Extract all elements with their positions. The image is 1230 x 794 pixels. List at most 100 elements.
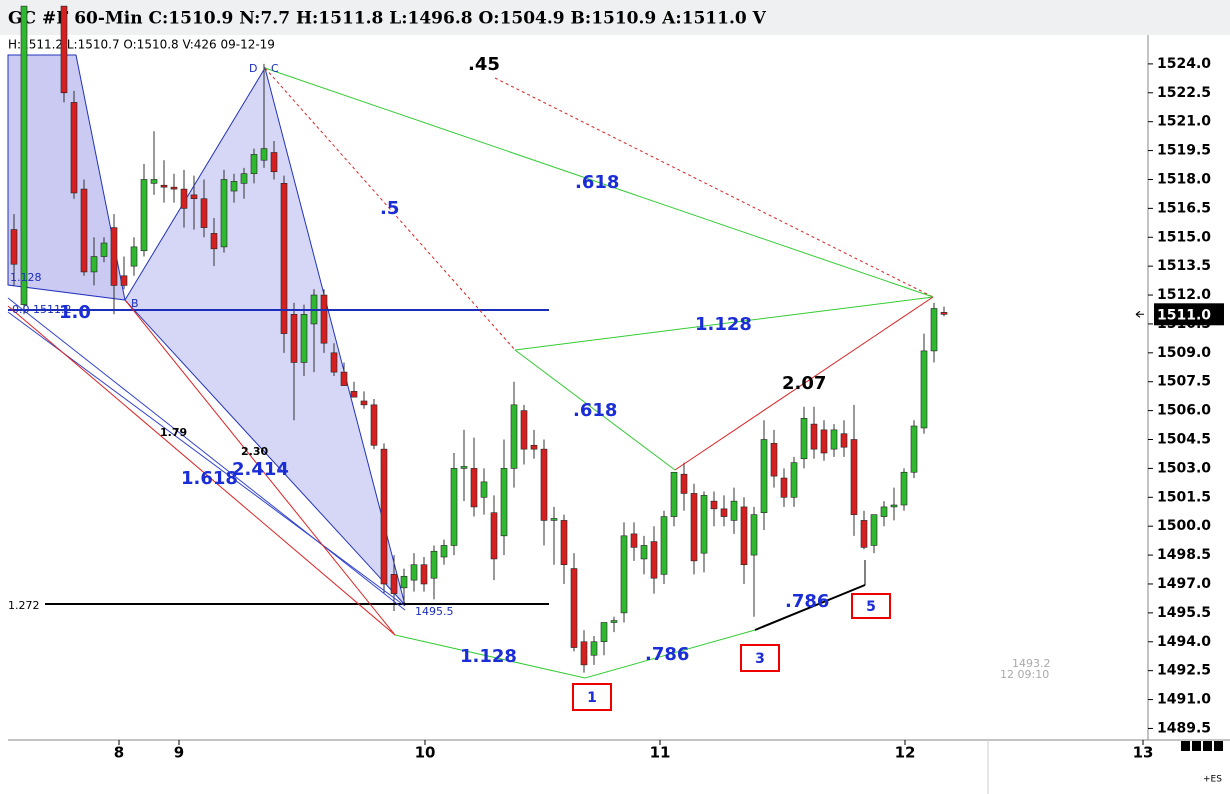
candle-body: [840, 433, 848, 448]
fib-line: [7, 311, 406, 607]
candle-body: [860, 520, 868, 548]
candle-body: [470, 468, 478, 508]
candle-body: [190, 194, 198, 200]
candle-body: [500, 468, 508, 537]
candle-body: [330, 352, 338, 373]
candle-body: [560, 520, 568, 566]
candle-body: [830, 429, 838, 450]
candle-body: [580, 641, 588, 666]
x-tick-label: 9: [174, 744, 184, 762]
x-tick-label: 13: [1133, 744, 1154, 762]
annotation: 2.414: [232, 459, 289, 480]
candle-body: [270, 152, 278, 173]
candle-body: [320, 294, 328, 344]
candle-body: [130, 246, 138, 267]
candle-body: [620, 535, 628, 614]
annotation: 1.272: [8, 599, 40, 612]
wave-box: [572, 683, 612, 711]
candle-body: [230, 181, 238, 192]
candle-body: [220, 179, 228, 248]
candle-body: [890, 504, 898, 508]
candle-body: [20, 5, 28, 305]
candle-body: [900, 471, 908, 506]
candle-body: [250, 154, 258, 174]
candle-body: [420, 564, 428, 585]
y-tick-label: 1492.5: [1157, 663, 1211, 679]
candle-body: [540, 448, 548, 521]
candle-body: [720, 508, 728, 517]
candle-body: [690, 493, 698, 562]
point-label: 0.0 1511.2: [12, 303, 71, 316]
candle-body: [670, 471, 678, 517]
candle-body: [630, 533, 638, 548]
candle-body: [940, 312, 948, 315]
annotation: .618: [573, 400, 617, 421]
candle-body: [180, 188, 188, 209]
candle-body: [640, 545, 648, 560]
candle-body: [200, 198, 208, 228]
candle-body: [440, 545, 448, 558]
scroll-blocks: [1181, 741, 1223, 751]
y-tick-label: 1516.5: [1157, 200, 1211, 216]
fib-line: [264, 67, 516, 351]
candle-body: [780, 477, 788, 498]
y-tick-label: 1501.5: [1157, 489, 1211, 505]
y-tick-label: 1512.0: [1157, 287, 1211, 303]
y-tick-label: 1515.0: [1157, 229, 1211, 245]
candle-body: [340, 371, 348, 386]
annotation: 2.07: [782, 373, 826, 394]
candle-body: [70, 102, 78, 194]
candle-body: [730, 500, 738, 521]
axes: 1524.01522.51521.01519.51518.01516.51515…: [114, 56, 1224, 762]
y-tick-label: 1522.5: [1157, 85, 1211, 101]
candle-body: [100, 242, 108, 257]
candle-body: [810, 423, 818, 450]
fib-line: [7, 305, 396, 636]
fib-line: [394, 629, 756, 679]
annotation: .786: [785, 591, 829, 612]
annotation: 1.0: [59, 302, 91, 323]
candle-body: [790, 462, 798, 498]
annotation: .786: [645, 644, 689, 665]
y-tick-label: 1497.0: [1157, 576, 1211, 592]
candle-body: [750, 514, 758, 556]
candle-body: [300, 314, 308, 363]
y-tick-label: 1513.5: [1157, 258, 1211, 274]
y-tick-label: 1524.0: [1157, 56, 1211, 72]
wave-label: 3: [755, 651, 765, 667]
candle-body: [850, 439, 858, 515]
candle-body: [590, 641, 598, 656]
x-tick-label: 8: [114, 744, 124, 762]
fib-line: [514, 296, 934, 351]
candle-body: [880, 506, 888, 517]
candle-body: [760, 439, 768, 514]
y-tick-label: 1521.0: [1157, 114, 1211, 130]
candle-body: [490, 512, 498, 560]
y-tick-label: 1518.0: [1157, 171, 1211, 187]
fib-line: [124, 299, 396, 636]
point-label: D: [249, 62, 257, 75]
candle-body: [350, 391, 358, 398]
candle-body: [550, 518, 558, 521]
candle-body: [60, 5, 68, 94]
annotation: 1.618: [181, 468, 238, 489]
annotation: 2.30: [241, 445, 268, 458]
candle-body: [650, 541, 658, 579]
annotation: 1495.5: [415, 605, 454, 618]
y-tick-label: 1500.0: [1157, 518, 1211, 534]
y-tick-label: 1503.0: [1157, 460, 1211, 476]
candle-body: [170, 186, 178, 190]
candle-body: [600, 622, 608, 643]
y-tick-label: 1504.5: [1157, 432, 1211, 448]
candle-body: [520, 410, 528, 450]
candle-body: [150, 179, 158, 184]
candle-body: [380, 448, 388, 585]
wave-box: [851, 593, 891, 619]
price-arrow: [1135, 310, 1144, 318]
x-tick-label: 10: [415, 744, 436, 762]
y-tick-label: 1489.5: [1157, 720, 1211, 736]
candle-body: [360, 400, 368, 406]
bar-info: H:1511.2 L:1510.7 O:1510.8 V:426 09-12-1…: [8, 38, 275, 52]
candle-body: [510, 404, 518, 469]
